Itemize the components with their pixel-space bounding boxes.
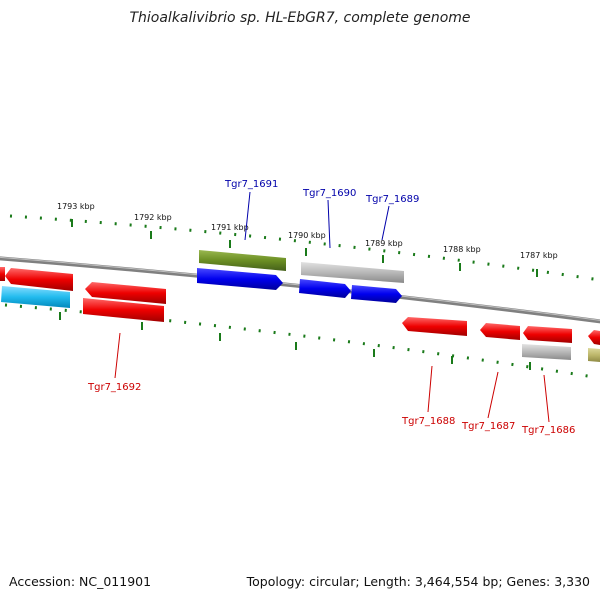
khaki-feature-right-edge[interactable] [588, 348, 600, 362]
forward-features [197, 250, 404, 303]
scale-label-1791: 1791 kbp [211, 223, 249, 232]
gene-tgr7-1692-arrow[interactable] [83, 298, 164, 322]
scale-label-1790: 1790 kbp [288, 231, 326, 240]
scale-label-1788: 1788 kbp [443, 245, 481, 254]
gene-tgr7-1691-arrow[interactable] [197, 268, 283, 290]
reverse-leader-lines [114, 332, 550, 423]
topology-label: Topology: circular; Length: 3,464,554 bp… [246, 574, 590, 589]
accession-label: Accession: NC_011901 [9, 574, 152, 589]
red-arrow-upper-1692-region[interactable] [85, 282, 166, 304]
leader-line-1691 [244, 191, 251, 241]
leader-line-1687 [487, 371, 499, 419]
gene-label-tgr7-1691[interactable]: Tgr7_1691 [224, 179, 278, 190]
cyan-rna-feature[interactable] [1, 286, 70, 308]
forward-leader-lines [244, 191, 390, 249]
leader-line-1686 [543, 374, 550, 423]
red-feature-left-edge[interactable] [0, 267, 5, 281]
gene-label-tgr7-1692[interactable]: Tgr7_1692 [87, 382, 141, 393]
gene-label-tgr7-1688[interactable]: Tgr7_1688 [401, 416, 455, 427]
gene-tgr7-1690-arrow[interactable] [299, 279, 351, 298]
gene-tgr7-1686-gray[interactable] [522, 344, 571, 360]
scale-label-1787: 1787 kbp [520, 251, 558, 260]
scale-label-1792: 1792 kbp [134, 213, 172, 222]
outer-major-ticks [71, 219, 538, 277]
inner-scale-dots [4, 303, 600, 380]
gene-tgr7-1687-arrow[interactable] [480, 323, 520, 340]
leader-line-1688 [427, 365, 433, 413]
leader-line-1690 [327, 199, 331, 249]
red-arrow-left[interactable] [5, 268, 73, 291]
gene-tgr7-1689-arrow[interactable] [351, 285, 402, 303]
leader-line-1689 [381, 205, 390, 241]
scale-label-1789: 1789 kbp [365, 239, 403, 248]
gene-label-tgr7-1686[interactable]: Tgr7_1686 [521, 425, 575, 436]
leader-line-1692 [114, 332, 121, 379]
red-arrow-near-1686[interactable] [523, 326, 572, 343]
gray-feature-1690-upstream[interactable] [301, 262, 404, 283]
gene-label-tgr7-1690[interactable]: Tgr7_1690 [302, 188, 356, 199]
scale-label-1793: 1793 kbp [57, 202, 95, 211]
gene-label-tgr7-1687[interactable]: Tgr7_1687 [461, 421, 515, 432]
red-arrow-right-edge[interactable] [588, 330, 600, 345]
olive-feature[interactable] [199, 250, 286, 271]
inner-major-ticks [59, 312, 531, 370]
reverse-features [0, 267, 600, 362]
gene-label-tgr7-1689[interactable]: Tgr7_1689 [365, 194, 419, 205]
gene-tgr7-1688-arrow[interactable] [402, 317, 467, 336]
map-title: Thioalkalivibrio sp. HL-EbGR7, complete … [129, 10, 471, 26]
